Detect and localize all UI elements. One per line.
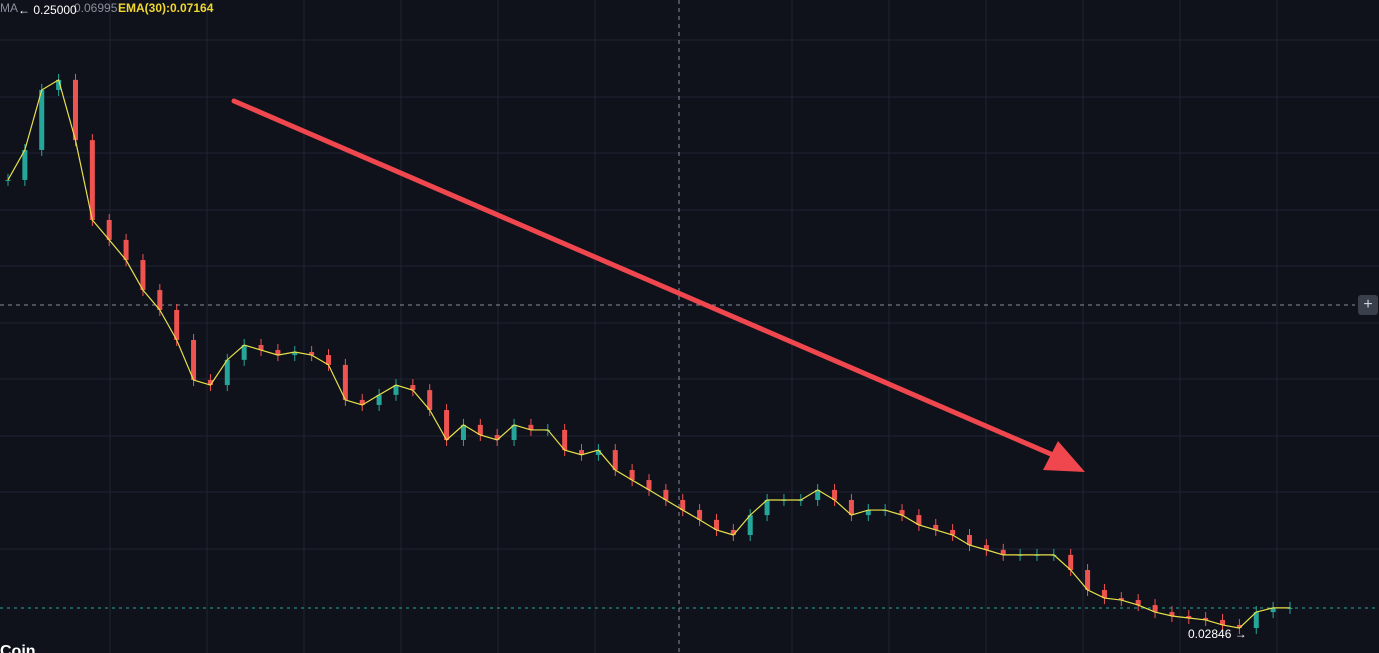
candle [848,499,854,516]
candle [1085,570,1091,590]
candle [1000,549,1006,555]
low-label: 0.02846 → [1188,627,1247,641]
plus-icon: + [1363,296,1372,313]
candle [342,364,348,400]
ma-value: 0.06995 [74,1,118,15]
candle [1169,612,1175,617]
candle [326,355,331,365]
candle [427,390,433,411]
candle [612,450,618,470]
candle [1101,589,1107,599]
candle [123,239,129,261]
candle [292,352,298,356]
candle [1186,616,1192,618]
candle [967,535,972,546]
candle [562,429,568,451]
candle [106,220,112,240]
candle [258,344,264,351]
candle [460,424,466,441]
candle [713,519,719,530]
candle [39,89,45,150]
close-line [7,78,1290,629]
candle [730,529,736,536]
candle [157,290,163,310]
candles [5,73,1293,635]
candle [410,385,416,391]
candle [22,149,28,180]
candle [950,529,956,536]
ema-legend: EMA(30):0.07164 [118,1,214,15]
add-button[interactable] [1358,295,1378,315]
candle [241,344,247,360]
candle [140,260,146,291]
candle [1118,598,1124,601]
candle [207,380,213,386]
candle [528,424,534,430]
candle [1220,619,1226,625]
candle [174,309,180,340]
candle [72,79,78,141]
candle [376,394,382,405]
candle [1152,605,1158,613]
candle [1135,600,1141,606]
candle [680,499,686,511]
candle [832,489,838,500]
candle [815,489,821,500]
candle [275,350,281,356]
candle [916,515,922,525]
candle [444,410,450,441]
corner-text: Coin [0,643,36,653]
candle [5,179,11,181]
candle [663,489,669,500]
candle [595,450,601,455]
candle [697,510,703,520]
candle [393,385,399,395]
candle [477,424,483,435]
candle [865,510,871,516]
candle [494,434,500,441]
candle [309,352,315,356]
candle [89,140,95,221]
candle [1068,554,1074,571]
candle [56,79,62,90]
candle [983,545,989,550]
candle [747,515,753,536]
candle [1203,617,1209,620]
candle [1253,612,1259,629]
candle [629,469,635,481]
candle [191,339,197,381]
candle [646,480,652,490]
candle [1236,624,1242,629]
candle [764,499,770,516]
trend-arrow [231,98,1085,472]
candle [933,524,939,530]
candle [579,450,585,455]
candle [1270,607,1276,613]
high-label: ← 0.25000 [18,3,77,17]
candle [899,510,905,516]
ma-label: MA [0,1,18,15]
candle [224,359,230,386]
candle [511,424,517,441]
candle [359,399,365,405]
